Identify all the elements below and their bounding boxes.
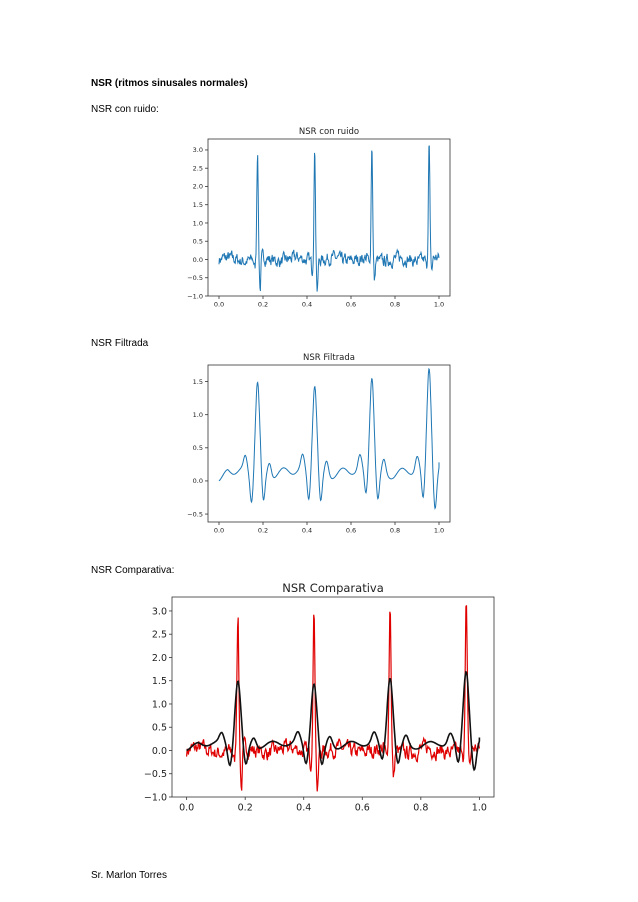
x-tick-label: 0.6 [346,527,356,535]
y-tick-label: 0.5 [193,444,203,452]
y-tick-label: 2.0 [152,653,167,664]
plot-frame [207,138,451,297]
y-tick-label: −0.5 [187,274,203,282]
x-tick-label: 0.2 [258,301,268,309]
page-heading: NSR (ritmos sinusales normales) [91,78,248,89]
y-tick-label: −0.5 [144,769,167,780]
y-tick-label: −0.5 [187,510,203,518]
series-line-0 [186,605,480,792]
y-tick-label: 1.5 [152,676,167,687]
x-tick-label: 0.0 [214,527,224,535]
chart-nsr-filtrada: NSR Filtrada 0.0 0.2 0.4 0.6 0.8 1.0 −0.5 0.0 0.5… [187,353,451,535]
x-tick-label: 0.4 [296,803,311,814]
y-tick-label: 1.5 [193,378,203,386]
y-tick-label: 0.0 [152,746,167,757]
x-tick-label: 0.0 [214,301,224,309]
chart-title: NSR Comparativa [282,581,384,595]
footer-author: Sr. Marlon Torres [91,870,167,881]
x-tick-label: 0.0 [179,803,194,814]
x-tick-label: 0.8 [390,301,400,309]
y-tick-label: −1.0 [144,792,167,803]
y-tick-label: −1.0 [187,292,203,300]
chart-nsr-comparativa: NSR Comparativa 0.0 0.2 0.4 0.6 0.8 1.0 −1.0 −0.… [144,581,495,814]
x-tick-label: 0.6 [346,301,356,309]
y-tick-label: 1.0 [193,219,203,227]
plot-frame [207,364,451,523]
y-tick-label: 1.0 [193,411,203,419]
y-tick-label: 0.0 [193,256,203,264]
x-tick-label: 0.8 [390,527,400,535]
caption-filtered: NSR Filtrada [91,338,149,349]
x-tick-label: 1.0 [434,527,444,535]
y-tick-label: 2.5 [193,164,203,172]
y-tick-label: 2.5 [152,630,167,641]
y-tick-label: 2.0 [193,183,203,191]
x-tick-label: 1.0 [434,301,444,309]
y-tick-label: 0.5 [193,238,203,246]
series-line-0 [218,145,440,292]
x-tick-label: 0.4 [302,301,312,309]
y-tick-label: 3.0 [152,606,167,617]
x-tick-label: 1.0 [472,803,487,814]
y-tick-label: 1.5 [193,201,203,209]
x-tick-label: 0.2 [238,803,253,814]
plot-frame [171,596,495,798]
x-tick-label: 0.2 [258,527,268,535]
chart-title: NSR Filtrada [303,353,355,363]
x-tick-label: 0.6 [355,803,370,814]
x-tick-label: 0.4 [302,527,312,535]
caption-comparison: NSR Comparativa: [91,565,175,576]
y-tick-label: 1.0 [152,699,167,710]
x-tick-label: 0.8 [413,803,428,814]
series-line-1 [186,670,481,772]
series-line-0 [218,367,440,510]
caption-noisy: NSR con ruido: [91,104,159,115]
y-tick-label: 3.0 [193,146,203,154]
y-tick-label: 0.5 [152,723,167,734]
y-tick-label: 0.0 [193,477,203,485]
chart-title: NSR con ruido [299,127,359,137]
chart-nsr-con-ruido: NSR con ruido 0.0 0.2 0.4 0.6 0.8 1.0 −1.0 −0.5 0… [187,127,451,309]
